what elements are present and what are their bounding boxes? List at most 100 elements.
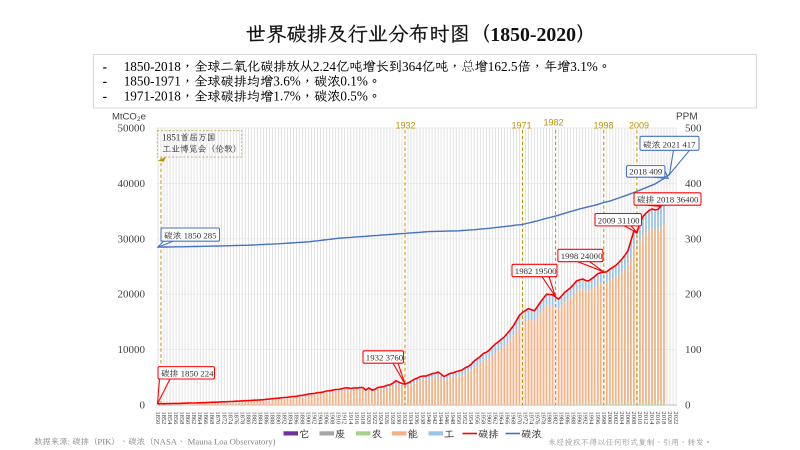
svg-text:30000: 30000	[118, 233, 146, 245]
svg-text:1950: 1950	[455, 411, 462, 424]
svg-text:1.7%: 1.7%	[273, 89, 300, 104]
svg-text:1890: 1890	[275, 411, 282, 424]
svg-text:500: 500	[685, 123, 702, 135]
svg-text:1952: 1952	[461, 411, 468, 424]
svg-text:1928: 1928	[389, 411, 396, 424]
svg-text:1894: 1894	[287, 411, 294, 425]
svg-text:1900: 1900	[305, 411, 312, 424]
svg-text:1946: 1946	[443, 411, 450, 425]
svg-text:1976: 1976	[534, 411, 541, 425]
svg-text::: :	[68, 436, 73, 446]
svg-text:2006: 2006	[624, 411, 631, 425]
svg-text:300: 300	[685, 233, 702, 245]
svg-text:1904: 1904	[317, 411, 324, 425]
svg-text:200: 200	[685, 289, 702, 301]
svg-text:1852: 1852	[160, 411, 167, 424]
svg-text:1918: 1918	[359, 411, 366, 424]
svg-text:2004: 2004	[618, 411, 625, 425]
svg-text:1942: 1942	[431, 411, 438, 424]
svg-text:400: 400	[685, 178, 702, 190]
svg-text:0.1%: 0.1%	[340, 74, 367, 89]
svg-text:1956: 1956	[473, 411, 480, 425]
svg-text:1876: 1876	[232, 411, 239, 425]
svg-text:1960: 1960	[485, 411, 492, 424]
svg-text:2009 31100: 2009 31100	[598, 215, 640, 225]
svg-text:-: -	[103, 59, 107, 74]
svg-text:1906: 1906	[323, 411, 330, 425]
svg-text:1966: 1966	[503, 411, 510, 425]
svg-text:1988: 1988	[570, 411, 577, 424]
svg-text:1920: 1920	[365, 411, 372, 424]
svg-text:1882: 1882	[250, 411, 257, 424]
svg-text:-: -	[103, 74, 107, 89]
svg-text:1970: 1970	[515, 411, 522, 424]
svg-text:1851: 1851	[162, 132, 181, 142]
svg-text:1880: 1880	[244, 411, 251, 424]
svg-text:1971-2018: 1971-2018	[124, 89, 182, 104]
svg-text:1964: 1964	[497, 411, 504, 425]
svg-text:1850-1971: 1850-1971	[124, 74, 181, 89]
svg-text:2.24: 2.24	[313, 59, 336, 74]
svg-text:1878: 1878	[238, 411, 245, 424]
svg-text:1884: 1884	[256, 411, 263, 425]
svg-text:2018: 2018	[660, 411, 667, 424]
svg-text:1992: 1992	[582, 411, 589, 424]
svg-text:50000: 50000	[118, 123, 146, 135]
svg-text:1984: 1984	[558, 411, 565, 425]
svg-text:-: -	[103, 89, 107, 104]
svg-text:1910: 1910	[335, 411, 342, 424]
svg-text:1998: 1998	[600, 411, 607, 424]
svg-text:1872: 1872	[220, 411, 227, 424]
svg-text:1868: 1868	[208, 411, 215, 424]
svg-text:1986: 1986	[564, 411, 571, 425]
svg-text:1866: 1866	[202, 411, 209, 425]
svg-text:3.6%: 3.6%	[273, 74, 300, 89]
svg-text:162.5: 162.5	[488, 59, 518, 74]
svg-text:1850 224: 1850 224	[178, 368, 214, 378]
svg-text:10000: 10000	[118, 344, 146, 356]
svg-text:1982: 1982	[543, 118, 563, 128]
svg-text:1998: 1998	[593, 121, 613, 131]
svg-text:1922: 1922	[371, 411, 378, 424]
svg-text:2014: 2014	[648, 411, 655, 425]
svg-text:1850 285: 1850 285	[181, 231, 217, 241]
svg-text:PIK: PIK	[97, 436, 112, 446]
svg-text:1912: 1912	[341, 411, 348, 424]
svg-text:1978: 1978	[540, 411, 547, 424]
svg-text:1940: 1940	[425, 411, 432, 424]
svg-text:2009: 2009	[629, 121, 649, 131]
svg-text:1896: 1896	[293, 411, 300, 425]
svg-text:3.1%: 3.1%	[570, 59, 597, 74]
svg-text:1954: 1954	[467, 411, 474, 425]
svg-text:1932: 1932	[401, 411, 408, 424]
svg-text:PPM: PPM	[676, 112, 698, 123]
svg-text:1926: 1926	[383, 411, 390, 425]
svg-text:Mauna Loa Observatory): Mauna Loa Observatory)	[186, 436, 276, 446]
svg-text:1948: 1948	[449, 411, 456, 424]
svg-text:1908: 1908	[329, 411, 336, 424]
svg-text:2010: 2010	[636, 411, 643, 424]
svg-text:0: 0	[140, 400, 146, 412]
svg-text:40000: 40000	[118, 178, 146, 190]
svg-text:1898: 1898	[299, 411, 306, 424]
svg-text:1902: 1902	[311, 411, 318, 424]
svg-text:MtCO2e: MtCO2e	[112, 112, 146, 124]
svg-text:1924: 1924	[377, 411, 384, 425]
svg-text:1858: 1858	[178, 411, 185, 424]
svg-text:1958: 1958	[479, 411, 486, 424]
svg-text:1932: 1932	[395, 121, 415, 131]
svg-text:2016: 2016	[654, 411, 661, 425]
svg-text:2002: 2002	[612, 411, 619, 424]
svg-text:1916: 1916	[353, 411, 360, 425]
svg-text:1860: 1860	[184, 411, 191, 424]
svg-text:1862: 1862	[190, 411, 197, 424]
svg-text:1888: 1888	[269, 411, 276, 424]
svg-text:1980: 1980	[546, 411, 553, 424]
svg-text:1998 24000: 1998 24000	[561, 251, 603, 261]
svg-text:1994: 1994	[588, 411, 595, 425]
svg-text:1974: 1974	[528, 411, 535, 425]
svg-text:2018 36400: 2018 36400	[654, 195, 699, 205]
svg-text:364: 364	[402, 59, 422, 74]
svg-text:1996: 1996	[594, 411, 601, 425]
svg-text:1938: 1938	[419, 411, 426, 424]
